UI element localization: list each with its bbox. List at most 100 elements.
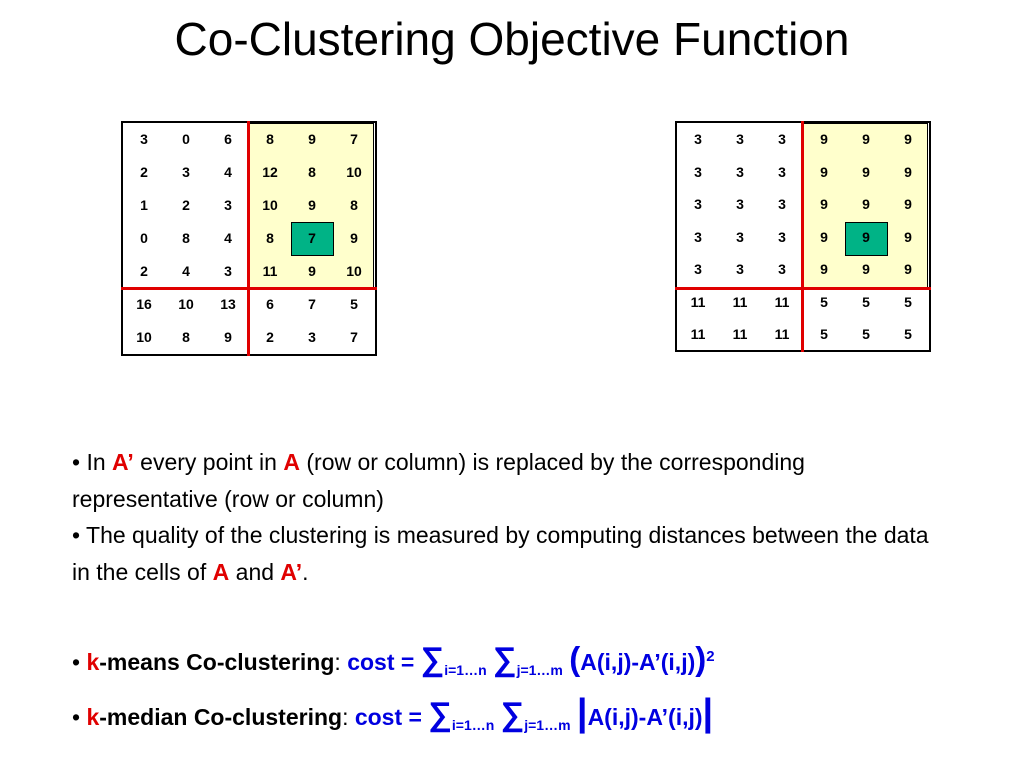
matrix-cell: 3 bbox=[778, 131, 786, 147]
matrix-cell: 9 bbox=[308, 197, 316, 213]
matrix-cell: 10 bbox=[346, 263, 362, 279]
matrix-cell: 3 bbox=[224, 263, 232, 279]
matrix-cell: 3 bbox=[694, 163, 702, 180]
bullet-list: • In A’ every point in A (row or column)… bbox=[72, 444, 952, 590]
cost-label: cost = bbox=[347, 649, 415, 675]
matrix-cell: 5 bbox=[862, 326, 870, 342]
exponent: 2 bbox=[706, 648, 715, 665]
matrix-cell: 2 bbox=[140, 164, 148, 180]
matrix-cell: 9 bbox=[904, 228, 912, 245]
sum-index-j: j=1…m bbox=[524, 717, 571, 733]
matrix-cell: 7 bbox=[308, 230, 316, 246]
abs-open: | bbox=[576, 692, 588, 734]
matrix-cell: 5 bbox=[904, 326, 912, 342]
bullet-mark: • bbox=[72, 449, 81, 475]
page-title: Co-Clustering Objective Function bbox=[174, 13, 850, 65]
matrix-cell: 8 bbox=[266, 131, 274, 147]
matrix-cell: 7 bbox=[350, 329, 358, 345]
matrix-a: 3 0 6 8 9 7 2 3 4 12 8 10 1 2 3 10 9 8 0 8 4 8 7 9 2 4 3 11 9 10 16 10 1… bbox=[121, 121, 377, 356]
matrix-cell: 11 bbox=[690, 293, 706, 310]
bullet-mark: • bbox=[72, 522, 81, 548]
matrix-cell: 3 bbox=[778, 261, 786, 277]
text: . bbox=[302, 558, 309, 585]
kmedian-formula: • k-median Co-clustering: cost = ∑i=1…n … bbox=[72, 692, 1002, 735]
matrix-cell: 9 bbox=[904, 131, 912, 147]
matrix-cell: 9 bbox=[350, 230, 358, 246]
matrix-cell: 9 bbox=[224, 329, 232, 345]
matrix-cell: 9 bbox=[862, 131, 870, 147]
matrix-cell: 3 bbox=[736, 131, 744, 147]
matrix-cell: 2 bbox=[182, 197, 190, 213]
sum-symbol: ∑ bbox=[493, 640, 517, 677]
sum-symbol: ∑ bbox=[500, 695, 525, 732]
text: every point in bbox=[133, 449, 284, 475]
matrix-cell: 10 bbox=[178, 296, 194, 312]
matrix-cell: 10 bbox=[262, 197, 278, 213]
matrix-cell: 8 bbox=[182, 329, 190, 345]
matrix-a-prime: 3 3 3 9 9 9 3 3 3 9 9 9 3 3 3 9 9 9 3 3 3 9 9 9 3 3 3 9 9 9 11 11 11 5 5 5 1… bbox=[675, 121, 931, 352]
matrix-cell: 9 bbox=[820, 228, 828, 245]
kmeans-formula: • k-means Co-clustering: cost = ∑i=1…n ∑… bbox=[72, 640, 1002, 678]
matrix-cell: 3 bbox=[736, 196, 744, 212]
matrix-cell: 9 bbox=[308, 263, 316, 279]
matrix-cell: 3 bbox=[140, 131, 148, 147]
colon: : bbox=[334, 649, 341, 675]
abs-close: | bbox=[702, 692, 714, 734]
matrix-cell: 5 bbox=[904, 293, 912, 310]
matrix-cell: 9 bbox=[820, 131, 828, 147]
a-term: A bbox=[212, 558, 230, 585]
matrix-cell: 9 bbox=[862, 196, 870, 212]
matrix-cell: 7 bbox=[308, 296, 316, 312]
matrix-cell: 9 bbox=[820, 196, 828, 212]
open-paren: ( bbox=[569, 640, 581, 677]
difference-expr: A(i,j)-A’(i,j) bbox=[580, 649, 696, 675]
matrix-cell: 11 bbox=[262, 263, 278, 279]
text: and bbox=[229, 558, 281, 585]
row-separator bbox=[675, 287, 931, 290]
matrix-cell: 4 bbox=[224, 230, 232, 246]
matrix-cell: 9 bbox=[904, 196, 912, 212]
matrix-cell: 3 bbox=[736, 261, 744, 277]
matrix-cell: 8 bbox=[350, 197, 358, 213]
matrix-cell: 3 bbox=[694, 196, 702, 212]
matrix-cell: 5 bbox=[862, 293, 870, 310]
matrix-cell: 12 bbox=[262, 164, 278, 180]
matrix-cell: 3 bbox=[778, 163, 786, 180]
matrix-cell: 11 bbox=[774, 293, 790, 310]
matrix-cell: 5 bbox=[820, 293, 828, 310]
method-name: -median Co-clustering bbox=[99, 704, 343, 730]
bullet-mark: • bbox=[72, 704, 81, 730]
matrix-cell: 9 bbox=[862, 228, 870, 245]
matrix-cell: 10 bbox=[346, 164, 362, 180]
k-letter: k bbox=[86, 649, 100, 675]
matrix-cell: 0 bbox=[182, 131, 190, 147]
matrix-cell: 2 bbox=[140, 263, 148, 279]
matrix-cell: 13 bbox=[220, 296, 236, 312]
bullet-quality: • The quality of the clustering is measu… bbox=[72, 517, 952, 590]
matrix-cell: 3 bbox=[694, 131, 702, 147]
text: The quality of the clustering is measure… bbox=[72, 522, 929, 585]
highlighted-cell bbox=[291, 222, 334, 256]
matrix-cell: 3 bbox=[182, 164, 190, 180]
column-cluster-block bbox=[249, 123, 374, 289]
text: (row or column) is replaced by the corre… bbox=[72, 449, 805, 512]
bullet-replacement: • In A’ every point in A (row or column)… bbox=[72, 444, 952, 517]
matrix-cell: 6 bbox=[224, 131, 232, 147]
matrix-cell: 11 bbox=[690, 326, 706, 342]
matrix-cell: 11 bbox=[774, 326, 790, 342]
a-prime-term: A’ bbox=[112, 449, 134, 475]
matrix-cell: 4 bbox=[182, 263, 190, 279]
column-separator bbox=[801, 121, 804, 352]
a-term: A bbox=[283, 449, 300, 475]
sum-symbol: ∑ bbox=[420, 640, 445, 677]
matrix-cell: 7 bbox=[350, 131, 358, 147]
k-letter: k bbox=[86, 704, 100, 730]
matrix-cell: 10 bbox=[136, 329, 152, 345]
matrix-cell: 9 bbox=[904, 261, 912, 277]
method-name: -means Co-clustering bbox=[99, 649, 335, 675]
matrix-cell: 3 bbox=[694, 228, 702, 245]
matrix-cell: 3 bbox=[736, 163, 744, 180]
sum-index-j: j=1…m bbox=[516, 662, 563, 678]
matrix-cell: 1 bbox=[140, 197, 148, 213]
bullet-mark: • bbox=[72, 649, 81, 675]
